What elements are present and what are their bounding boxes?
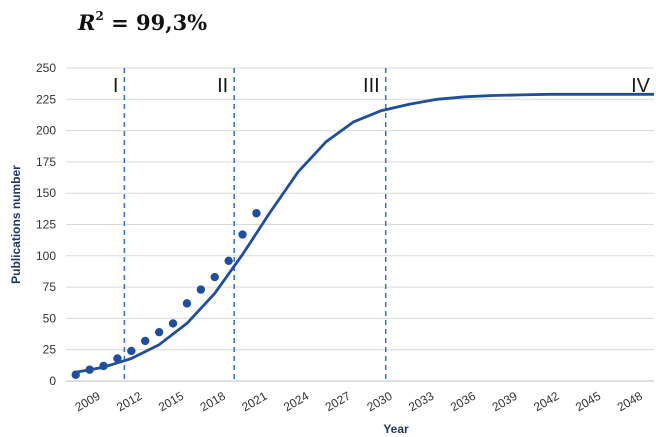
y-tick-label: 200 — [36, 124, 56, 138]
y-tick-label: 125 — [36, 218, 56, 232]
phase-label: IV — [631, 75, 651, 97]
r2-symbol: R — [78, 10, 96, 35]
y-tick-label: 175 — [36, 155, 56, 169]
x-tick-label: 2009 — [73, 389, 103, 415]
data-point — [252, 209, 261, 218]
x-tick-label: 2045 — [573, 389, 603, 415]
phase-label: II — [217, 75, 228, 97]
data-point — [196, 285, 206, 294]
x-tick-label: 2042 — [531, 389, 561, 415]
x-tick-label: 2027 — [323, 389, 353, 415]
y-tick-label: 75 — [43, 280, 57, 294]
data-point — [210, 272, 219, 282]
x-tick-label: 2015 — [156, 389, 186, 415]
phase-label: I — [113, 75, 119, 97]
x-tick-label: 2033 — [406, 389, 436, 415]
data-point — [141, 336, 150, 346]
x-tick-label: 2039 — [490, 389, 520, 415]
y-tick-label: 250 — [36, 61, 56, 75]
r2-value: = 99,3% — [103, 10, 208, 35]
y-tick-label: 50 — [43, 311, 57, 325]
data-point — [238, 230, 247, 239]
r-squared-label: R2 = 99,3% — [78, 9, 208, 35]
data-point — [224, 256, 233, 266]
x-tick-label: 2036 — [448, 389, 478, 415]
y-tick-label: 150 — [36, 186, 56, 200]
data-point — [154, 327, 164, 337]
phase-label: III — [363, 75, 380, 97]
x-tick-label: 2018 — [198, 389, 228, 415]
y-tick-label: 225 — [36, 92, 56, 106]
r2-exponent: 2 — [95, 9, 104, 23]
x-tick-label: 2024 — [281, 389, 311, 415]
x-tick-label: 2012 — [114, 389, 144, 415]
y-axis-title: Publications number — [9, 165, 23, 284]
data-point — [113, 354, 122, 363]
fitted-curve-line — [75, 92, 654, 374]
x-axis-title: Year — [383, 422, 409, 436]
y-tick-label: 0 — [49, 374, 56, 388]
y-tick-label: 100 — [36, 249, 56, 263]
y-tick-label: 25 — [43, 343, 57, 357]
data-point — [168, 319, 178, 328]
data-point — [182, 299, 192, 308]
data-point — [127, 346, 136, 356]
x-tick-label: 2021 — [239, 389, 269, 415]
x-tick-label: 2030 — [364, 389, 394, 415]
x-tick-label: 2048 — [615, 389, 645, 415]
